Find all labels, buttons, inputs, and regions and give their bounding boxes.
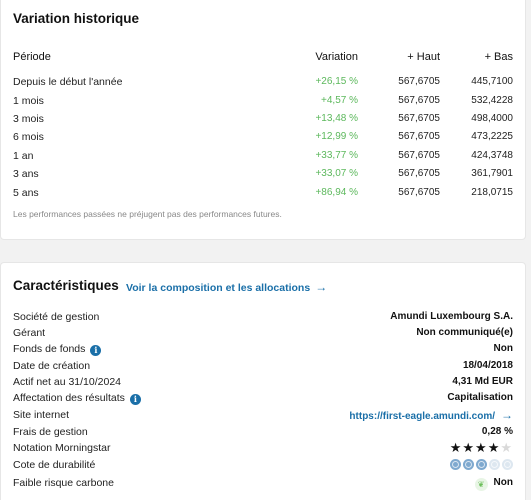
row-management-company: Société de gestion Amundi Luxembourg S.A… [13, 309, 513, 325]
row-high: 567,6705 [398, 187, 440, 198]
row-sustainability: Cote de durabilité [13, 457, 513, 473]
row-low: 424,3748 [471, 150, 513, 161]
row-net-assets: Actif net au 31/10/2024 4,31 Md EUR [13, 374, 513, 390]
header-variation: Variation [315, 51, 358, 63]
row-variation: +4,57 % [321, 95, 358, 106]
morningstar-label: Notation Morningstar [13, 442, 111, 454]
row-period: 1 an [13, 150, 34, 162]
fees-label: Frais de gestion [13, 426, 88, 438]
star-icon: ★ [487, 440, 501, 455]
creation-date-value: 18/04/2018 [462, 360, 513, 371]
row-period: 3 mois [13, 113, 44, 125]
net-assets-label: Actif net au 31/10/2024 [13, 376, 121, 388]
manager-label: Gérant [13, 327, 46, 339]
table-row: 1 an +33,77 % 567,6705 424,3748 [13, 147, 513, 165]
row-low: 498,4000 [471, 113, 513, 124]
historical-variation-title: Variation historique [13, 11, 140, 26]
row-variation: +12,99 % [315, 131, 358, 142]
row-high: 567,6705 [398, 150, 440, 161]
sustainability-label: Cote de durabilité [13, 459, 96, 471]
performance-disclaimer: Les performances passées ne préjugent pa… [13, 209, 282, 219]
variation-table-header: Période Variation + Haut + Bas [13, 48, 513, 66]
header-low: + Bas [484, 51, 513, 63]
arrow-right-icon: → [501, 408, 513, 422]
row-high: 567,6705 [398, 76, 440, 87]
income-allocation-value: Capitalisation [447, 392, 513, 403]
star-icon: ★ [475, 440, 488, 455]
globe-icon [489, 459, 500, 470]
star-icon: ★ [462, 440, 476, 455]
table-row: 3 ans +33,07 % 567,6705 361,7901 [13, 165, 513, 183]
row-high: 567,6705 [398, 95, 440, 106]
characteristics-card: Caractéristiques Voir la composition et … [0, 262, 526, 500]
row-high: 567,6705 [398, 113, 440, 124]
row-creation-date: Date de création 18/04/2018 [13, 358, 513, 374]
row-variation: +33,77 % [315, 150, 358, 161]
info-icon[interactable]: i [90, 345, 102, 356]
table-row: Depuis le début l'année +26,15 % 567,670… [13, 73, 513, 91]
fund-of-funds-label: Fonds de fonds [13, 343, 86, 355]
row-variation: +13,48 % [315, 113, 358, 124]
row-high: 567,6705 [398, 131, 440, 142]
row-income-allocation: Affectation des résultats i Capitalisatio… [13, 390, 513, 406]
income-allocation-label-wrap: Affectation des résultats i [13, 390, 141, 406]
low-carbon-value: Non [493, 477, 513, 488]
table-row: 3 mois +13,48 % 567,6705 498,4000 [13, 110, 513, 128]
info-icon[interactable]: i [129, 394, 141, 405]
row-low: 532,4228 [471, 95, 513, 106]
globe-icon [502, 459, 513, 470]
star-icon: ★ [500, 440, 513, 455]
characteristics-title: Caractéristiques [13, 278, 119, 293]
composition-allocations-link[interactable]: Voir la composition et les allocations → [126, 280, 327, 294]
header-high: + Haut [407, 51, 440, 63]
website-link[interactable]: https://first-eagle.amundi.com/ → [349, 407, 513, 425]
management-company-value: Amundi Luxembourg S.A. [390, 311, 513, 322]
table-row: 6 mois +12,99 % 567,6705 473,2225 [13, 128, 513, 146]
website-url: https://first-eagle.amundi.com/ [349, 411, 495, 422]
row-period: 5 ans [13, 187, 39, 199]
row-low: 361,7901 [471, 168, 513, 179]
composition-link-label: Voir la composition et les allocations [126, 282, 311, 294]
row-website: Site internet https://first-eagle.amundi… [13, 407, 513, 423]
table-row: 1 mois +4,57 % 567,6705 532,4228 [13, 92, 513, 110]
row-low: 445,7100 [471, 76, 513, 87]
leaf-icon: ❦ [474, 478, 488, 491]
row-low-carbon: Faible risque carbone ❦ Non [13, 475, 513, 491]
globe-icon [450, 459, 461, 470]
morningstar-rating: ★★★★★ [450, 440, 513, 456]
row-fund-of-funds: Fonds de fonds i Non [13, 341, 513, 357]
globe-icon [476, 459, 487, 470]
row-morningstar: Notation Morningstar ★★★★★ [13, 440, 513, 456]
row-low: 473,2225 [471, 131, 513, 142]
row-period: Depuis le début l'année [13, 76, 123, 88]
header-period: Période [13, 51, 51, 63]
sustainability-rating [448, 459, 513, 475]
row-manager: Gérant Non communiqué(e) [13, 325, 513, 341]
row-period: 1 mois [13, 95, 44, 107]
row-period: 6 mois [13, 131, 44, 143]
star-icon: ★ [449, 440, 463, 455]
fund-of-funds-label-wrap: Fonds de fonds i [13, 341, 102, 357]
row-fees: Frais de gestion 0,28 % [13, 424, 513, 440]
fund-of-funds-value: Non [493, 343, 513, 354]
net-assets-value: 4,31 Md EUR [452, 376, 513, 387]
low-carbon-value-wrap: ❦ Non [474, 475, 513, 491]
manager-value: Non communiqué(e) [416, 327, 513, 338]
low-carbon-label: Faible risque carbone [13, 477, 114, 489]
fees-value: 0,28 % [481, 426, 513, 437]
creation-date-label: Date de création [13, 360, 91, 372]
row-high: 567,6705 [398, 168, 440, 179]
income-allocation-label: Affectation des résultats [13, 392, 125, 404]
arrow-right-icon: → [315, 280, 328, 294]
row-variation: +26,15 % [315, 76, 358, 87]
table-row: 5 ans +86,94 % 567,6705 218,0715 [13, 184, 513, 202]
row-low: 218,0715 [471, 187, 513, 198]
historical-variation-card: Variation historique Période Variation +… [0, 0, 526, 240]
row-variation: +33,07 % [315, 168, 358, 179]
row-variation: +86,94 % [315, 187, 358, 198]
row-period: 3 ans [13, 168, 39, 180]
website-label: Site internet [13, 409, 70, 421]
globe-icon [463, 459, 474, 470]
management-company-label: Société de gestion [13, 311, 100, 323]
